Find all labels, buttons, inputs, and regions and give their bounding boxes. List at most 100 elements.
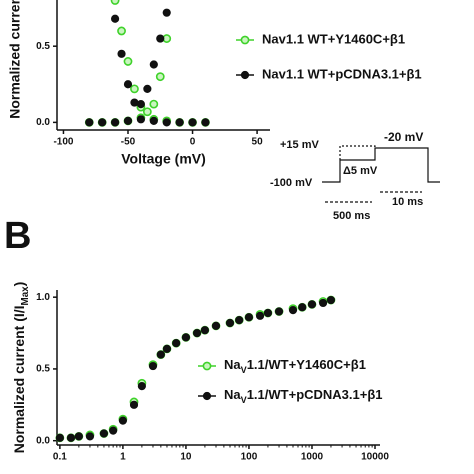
data-point xyxy=(143,84,152,93)
data-point xyxy=(148,361,158,371)
data-point xyxy=(110,0,120,5)
data-point xyxy=(149,116,158,125)
legend-label-part: Na xyxy=(224,387,241,402)
legend-label-part: V xyxy=(241,365,247,375)
annotation: -20 mV xyxy=(384,130,423,144)
x-tick-label: 100 xyxy=(241,452,258,463)
data-point xyxy=(192,328,202,338)
data-point xyxy=(55,433,64,442)
x-axis-label: Voltage (mV) xyxy=(121,151,206,167)
x-tick-label: -100 xyxy=(53,137,73,148)
legend-marker xyxy=(240,70,250,80)
data-point xyxy=(85,118,94,127)
y-axis-label: Normalized current xyxy=(7,0,23,119)
legend-marker xyxy=(202,391,212,401)
data-point xyxy=(117,26,126,36)
protocol-trace xyxy=(322,147,440,183)
x-tick-label: -50 xyxy=(121,137,136,148)
data-point xyxy=(66,433,76,442)
legend-label-part: 1.1/WT+Y1460C+β1 xyxy=(247,357,366,372)
y-tick-label: 0.5 xyxy=(36,41,50,52)
data-point xyxy=(318,298,328,308)
data-point xyxy=(155,72,165,82)
data-point xyxy=(255,311,265,320)
data-point xyxy=(307,300,317,309)
data-point xyxy=(162,8,171,17)
data-point xyxy=(98,118,107,127)
data-point xyxy=(123,116,133,125)
data-point xyxy=(263,308,273,318)
data-point xyxy=(200,326,210,335)
data-point xyxy=(123,57,133,66)
data-point xyxy=(162,118,171,127)
data-point xyxy=(123,80,133,89)
x-tick-label: 1000 xyxy=(301,452,324,463)
data-point xyxy=(201,118,210,127)
data-point xyxy=(149,99,159,109)
y-tick-label: 0.0 xyxy=(36,435,50,446)
data-point xyxy=(109,426,118,435)
data-point xyxy=(172,339,181,348)
legend-label: Nav1.1 WT+pCDNA3.1+β1 xyxy=(262,66,422,81)
x-tick-label: 50 xyxy=(252,137,264,148)
annotation: -100 mV xyxy=(270,177,313,189)
data-point xyxy=(156,350,165,359)
legend-label-part: V xyxy=(241,395,247,405)
data-point xyxy=(137,382,146,391)
data-point xyxy=(74,432,83,441)
data-point xyxy=(235,316,244,325)
data-point xyxy=(110,118,120,127)
data-point xyxy=(188,118,197,127)
legend-label: NaV1.1/WT+pCDNA3.1+β1 xyxy=(224,387,383,405)
data-point xyxy=(211,321,221,330)
panel-label: B xyxy=(4,215,31,257)
legend-marker xyxy=(240,35,250,45)
x-tick-label: 0 xyxy=(190,137,196,148)
data-point xyxy=(142,107,152,117)
data-point xyxy=(274,307,284,316)
data-point xyxy=(118,416,128,425)
annotation: 10 ms xyxy=(392,196,423,208)
data-point xyxy=(110,14,120,23)
data-point xyxy=(136,99,146,109)
y-axis-label-part: ) xyxy=(11,282,27,287)
y-tick-label: 1.0 xyxy=(36,292,50,303)
protocol xyxy=(322,145,440,203)
data-point xyxy=(326,295,336,305)
annotation: +15 mV xyxy=(280,139,319,151)
annotation: Δ5 mV xyxy=(343,165,378,177)
legend-label-part: Na xyxy=(224,357,241,372)
data-point xyxy=(136,115,146,124)
data-point xyxy=(156,34,165,43)
data-point xyxy=(85,432,95,441)
data-point xyxy=(149,60,158,69)
y-tick-label: 0.0 xyxy=(36,117,50,128)
data-point xyxy=(298,303,307,312)
data-point xyxy=(288,305,298,315)
x-tick-label: 1 xyxy=(120,452,126,463)
x-tick-label: 10000 xyxy=(361,452,389,463)
data-point xyxy=(130,84,139,94)
data-point xyxy=(175,118,184,127)
x-tick-label: 0.1 xyxy=(53,452,67,463)
data-point xyxy=(117,49,126,58)
protocol-step xyxy=(339,145,376,160)
data-point xyxy=(129,400,139,409)
data-point xyxy=(162,344,172,353)
annotation: 500 ms xyxy=(333,210,370,222)
x-tick-label: 10 xyxy=(180,452,192,463)
y-axis-label-part: Normalized current (I/I xyxy=(11,305,27,453)
data-point xyxy=(225,318,235,328)
y-axis-label-part: Max xyxy=(20,286,31,306)
data-point xyxy=(244,313,254,322)
y-axis-label: Normalized current (I/IMax) xyxy=(11,282,31,454)
data-point xyxy=(99,429,109,438)
data-point xyxy=(181,333,191,342)
legend-label: Nav1.1 WT+Y1460C+β1 xyxy=(262,31,405,46)
legend-label-part: 1.1/WT+pCDNA3.1+β1 xyxy=(247,387,383,402)
legend-label: NaV1.1/WT+Y1460C+β1 xyxy=(224,357,366,375)
legend-marker xyxy=(202,361,212,371)
y-tick-label: 0.5 xyxy=(36,364,50,375)
